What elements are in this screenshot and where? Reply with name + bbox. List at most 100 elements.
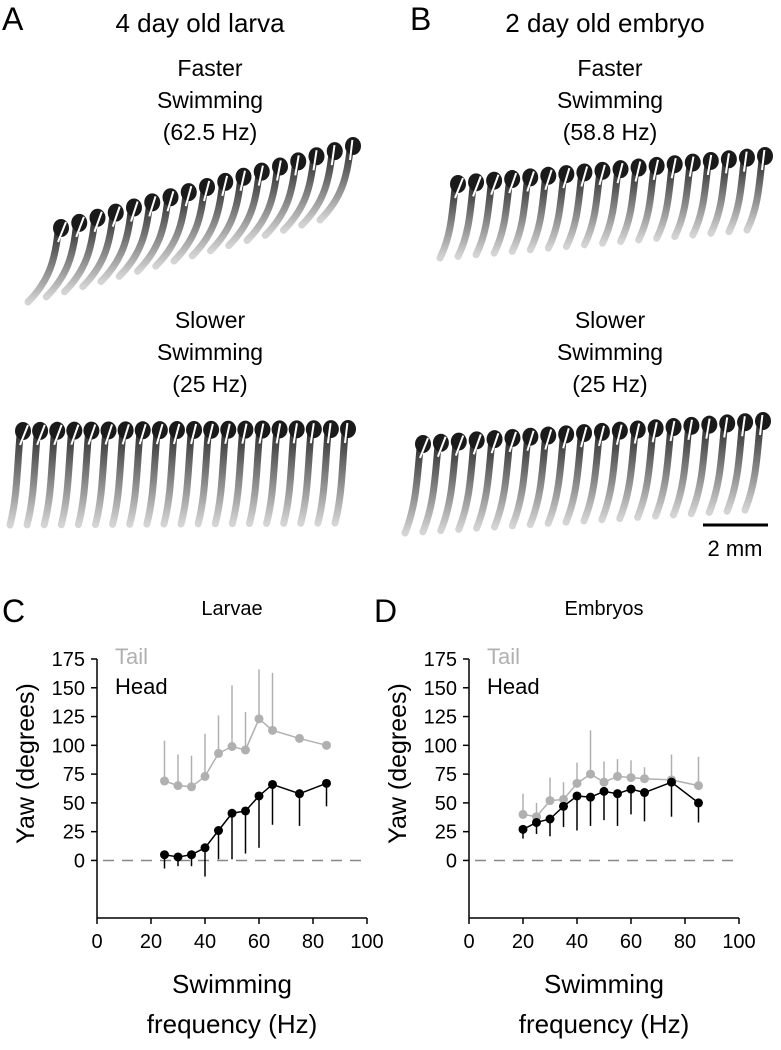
legend-entry: Head <box>115 674 168 699</box>
y-tick-label: 50 <box>63 793 85 815</box>
data-point <box>241 745 250 755</box>
yaw-marker <box>687 419 693 441</box>
fish <box>228 430 246 528</box>
data-point <box>532 817 541 827</box>
data-point <box>545 814 555 824</box>
panel-title: 2 day old embryo <box>505 8 704 38</box>
yaw-marker <box>207 423 214 445</box>
fish <box>126 430 144 528</box>
yaw-marker <box>562 428 570 449</box>
fish <box>177 430 195 528</box>
y-tick-label: 150 <box>424 678 457 700</box>
fish <box>134 197 171 275</box>
fish <box>97 208 135 285</box>
yaw-marker <box>312 150 318 171</box>
yaw-marker <box>597 425 605 447</box>
fish <box>705 423 728 516</box>
data-point <box>187 850 196 860</box>
fish-head <box>322 420 339 439</box>
fish-head <box>755 412 771 430</box>
data-point <box>227 808 237 818</box>
yaw-marker <box>349 139 354 161</box>
fish-head <box>757 147 773 165</box>
fish <box>490 179 513 257</box>
yaw-marker <box>670 158 677 179</box>
yaw-marker <box>472 175 482 197</box>
fish <box>6 431 24 529</box>
yaw-marker <box>562 167 571 189</box>
yaw-marker <box>184 185 193 207</box>
condition-label: Faster <box>577 55 643 81</box>
x-tick-label: 40 <box>194 931 216 953</box>
panel-letter: D <box>374 593 397 629</box>
yaw-marker <box>93 211 103 233</box>
data-point <box>200 771 210 781</box>
yaw-marker <box>761 149 766 171</box>
fish <box>689 161 712 239</box>
yaw-marker <box>580 426 588 448</box>
condition-label: (58.8 Hz) <box>563 119 658 145</box>
yaw-marker <box>544 429 553 450</box>
y-tick-label: 0 <box>74 850 85 872</box>
fish <box>598 431 621 524</box>
fish <box>225 172 263 250</box>
fish <box>436 184 459 262</box>
yaw-marker <box>148 196 157 217</box>
chart-title: Larvae <box>201 598 262 620</box>
x-axis-label: frequency (Hz) <box>519 1009 690 1039</box>
yaw-marker <box>138 423 147 445</box>
fish <box>741 421 764 514</box>
fish <box>544 174 567 252</box>
fish <box>160 430 178 528</box>
fish <box>243 167 281 244</box>
y-tick-label: 125 <box>424 707 457 729</box>
fish <box>526 176 549 254</box>
x-tick-label: 0 <box>91 931 102 953</box>
fish <box>508 177 531 255</box>
fish <box>331 429 349 527</box>
fish-head <box>558 165 575 184</box>
yaw-marker <box>53 424 63 446</box>
panel-letter: C <box>2 593 25 629</box>
fish <box>24 228 62 306</box>
legend-entry: Head <box>487 674 540 699</box>
yaw-marker <box>75 216 85 238</box>
panel-letter: A <box>2 1 24 37</box>
data-point <box>586 792 595 802</box>
panel-title: 4 day old larva <box>115 8 285 38</box>
yaw-marker <box>454 177 464 199</box>
yaw-marker <box>508 431 517 453</box>
fish <box>669 426 692 519</box>
condition-label: Slower <box>175 307 246 333</box>
fish-head <box>540 166 557 185</box>
fish <box>316 146 354 224</box>
data-point <box>268 779 277 789</box>
chart-title: Embryos <box>565 598 644 620</box>
fish <box>455 440 478 533</box>
fish <box>707 159 730 237</box>
condition-label: Swimming <box>557 339 663 365</box>
yaw-marker <box>616 162 624 184</box>
fish <box>472 181 495 259</box>
fish <box>207 177 244 255</box>
x-tick-label: 100 <box>350 931 383 953</box>
condition-label: (62.5 Hz) <box>163 119 258 145</box>
yaw-marker <box>634 161 642 182</box>
yaw-marker <box>615 424 623 445</box>
yaw-marker <box>19 424 29 446</box>
data-point <box>187 782 196 792</box>
condition-label: Faster <box>177 55 243 81</box>
condition-label: (25 Hz) <box>572 371 647 397</box>
data-point <box>694 798 703 808</box>
yaw-marker <box>508 172 518 194</box>
data-point <box>518 824 528 834</box>
data-point <box>518 809 528 819</box>
fish <box>170 187 208 265</box>
yaw-marker <box>544 169 553 191</box>
yaw-marker <box>326 422 332 444</box>
y-tick-label: 125 <box>52 707 85 729</box>
x-axis-label: Swimming <box>544 969 664 999</box>
data-point <box>214 826 223 836</box>
y-tick-label: 0 <box>446 850 457 872</box>
